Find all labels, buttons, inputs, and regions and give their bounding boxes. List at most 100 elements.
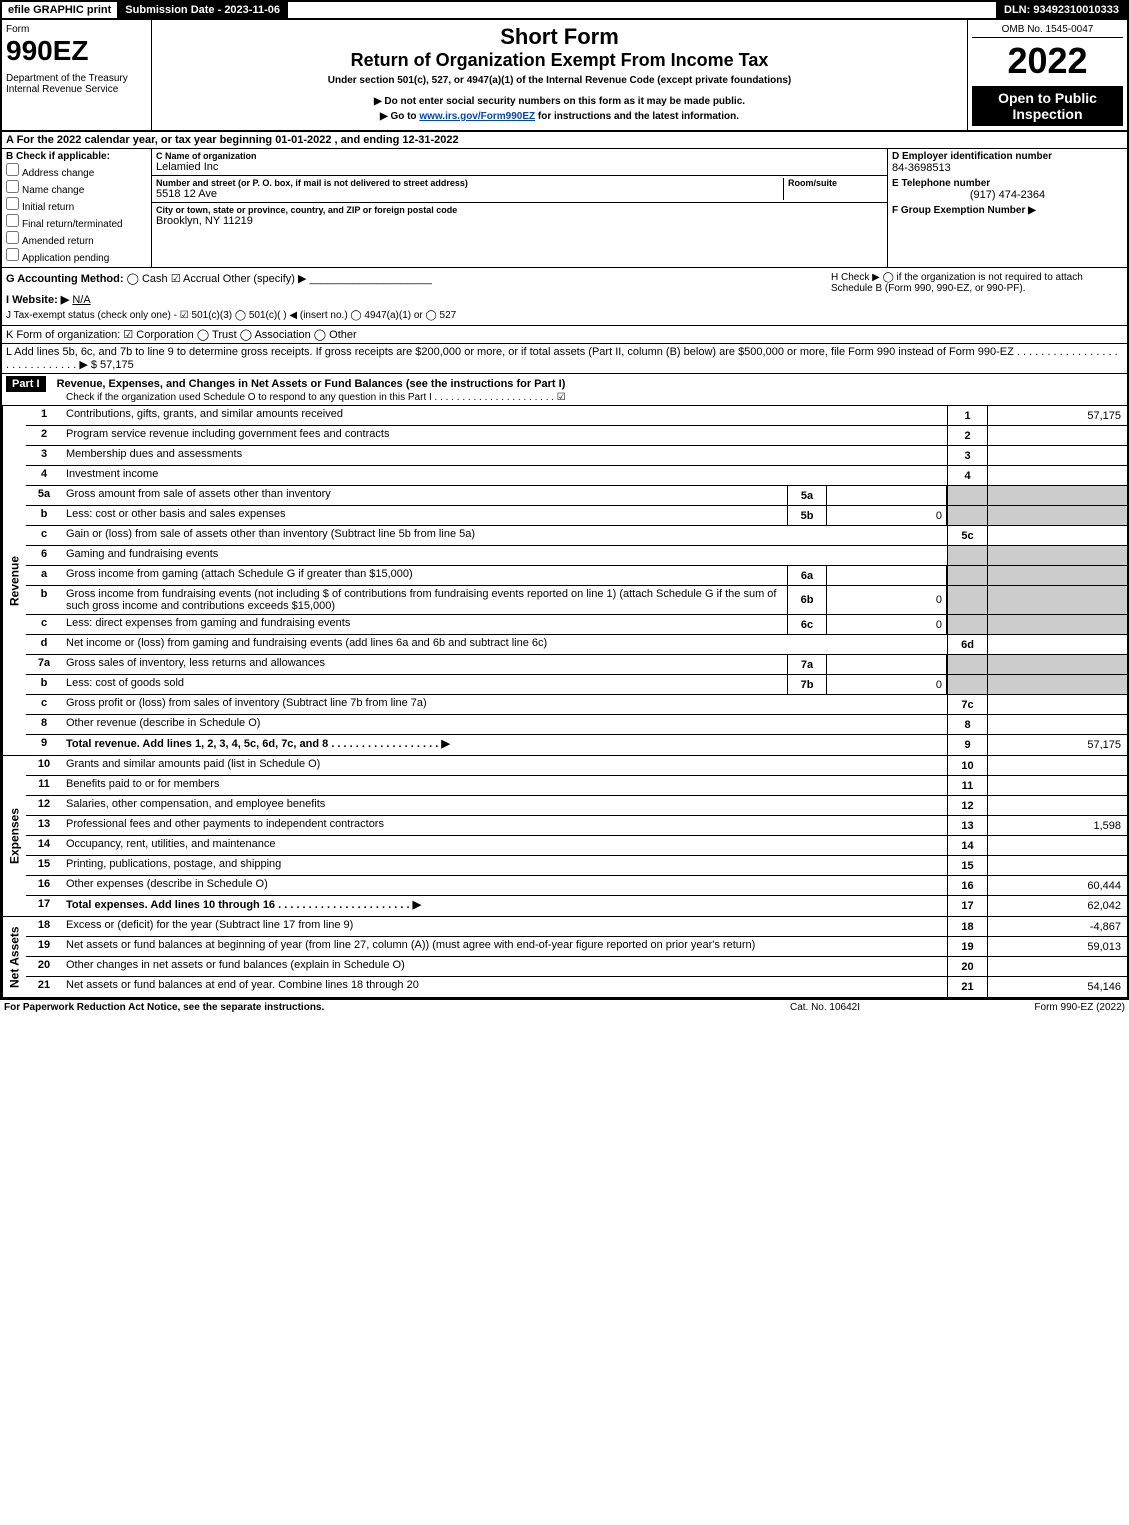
line-rt-num: 16	[947, 876, 987, 895]
line-desc: Salaries, other compensation, and employ…	[62, 796, 947, 815]
line-rt-val	[987, 466, 1127, 485]
topbar-spacer	[288, 2, 996, 18]
line-desc: Net income or (loss) from gaming and fun…	[62, 635, 947, 654]
shaded-cell	[947, 655, 987, 674]
line-rt-num: 10	[947, 756, 987, 775]
org-name-box: C Name of organization Lelamied Inc	[152, 149, 887, 176]
chk-final-return[interactable]: Final return/terminated	[6, 214, 147, 230]
line-rt-val	[987, 695, 1127, 714]
org-name: Lelamied Inc	[156, 161, 883, 173]
box-b-title: B Check if applicable:	[6, 151, 147, 162]
sub-box: 7b	[787, 675, 827, 694]
shaded-cell	[947, 675, 987, 694]
shaded-cell	[987, 586, 1127, 614]
netassets-side-label: Net Assets	[2, 917, 26, 997]
line-num: 11	[26, 776, 62, 795]
part1-header: Part I Revenue, Expenses, and Changes in…	[0, 374, 1129, 406]
part1-check-o: Check if the organization used Schedule …	[66, 392, 1123, 403]
line-desc: Less: cost or other basis and sales expe…	[62, 506, 787, 525]
line-desc: Occupancy, rent, utilities, and maintena…	[62, 836, 947, 855]
line-rt-val	[987, 856, 1127, 875]
g-label: G Accounting Method:	[6, 273, 124, 285]
shaded-cell	[987, 675, 1127, 694]
line-rt-num: 6d	[947, 635, 987, 654]
other-option[interactable]: Other (specify) ▶ ____________________	[223, 273, 432, 285]
line-num: 20	[26, 957, 62, 976]
line-rt-val	[987, 446, 1127, 465]
line-rt-num: 15	[947, 856, 987, 875]
sub-val: 0	[827, 506, 947, 525]
form-number: 990EZ	[6, 35, 147, 67]
line-desc: Program service revenue including govern…	[62, 426, 947, 445]
line-rt-num: 4	[947, 466, 987, 485]
section-j: J Tax-exempt status (check only one) - ☑…	[6, 310, 823, 321]
under-section: Under section 501(c), 527, or 4947(a)(1)…	[156, 75, 963, 86]
line-rt-val	[987, 526, 1127, 545]
section-k: K Form of organization: ☑ Corporation ◯ …	[0, 326, 1129, 344]
box-c: C Name of organization Lelamied Inc Numb…	[152, 149, 887, 267]
line-desc: Other expenses (describe in Schedule O)	[62, 876, 947, 895]
line-num: 7a	[26, 655, 62, 674]
return-title: Return of Organization Exempt From Incom…	[156, 50, 963, 71]
line-desc: Less: direct expenses from gaming and fu…	[62, 615, 787, 634]
line-desc: Printing, publications, postage, and shi…	[62, 856, 947, 875]
efile-label[interactable]: efile GRAPHIC print	[2, 2, 117, 18]
line-rt-num: 18	[947, 917, 987, 936]
line-desc: Gross sales of inventory, less returns a…	[62, 655, 787, 674]
line-num: c	[26, 615, 62, 634]
goto-tail: for instructions and the latest informat…	[535, 111, 739, 122]
room-label: Room/suite	[788, 178, 883, 188]
box-b: B Check if applicable: Address change Na…	[2, 149, 152, 267]
footer-mid: Cat. No. 10642I	[725, 1002, 925, 1013]
line-rt-num: 20	[947, 957, 987, 976]
city-box: City or town, state or province, country…	[152, 203, 887, 229]
line-desc: Gain or (loss) from sale of assets other…	[62, 526, 947, 545]
chk-initial-return[interactable]: Initial return	[6, 197, 147, 213]
submission-date: Submission Date - 2023-11-06	[117, 2, 288, 18]
street-value: 5518 12 Ave	[156, 188, 783, 200]
shaded-cell	[947, 586, 987, 614]
cash-option[interactable]: ◯ Cash	[127, 273, 168, 285]
chk-label-text: Final return/terminated	[22, 219, 123, 230]
page-footer: For Paperwork Reduction Act Notice, see …	[0, 999, 1129, 1015]
line-rt-num: 14	[947, 836, 987, 855]
line-num: 14	[26, 836, 62, 855]
shaded-cell	[947, 506, 987, 525]
line-desc: Professional fees and other payments to …	[62, 816, 947, 835]
line-num: d	[26, 635, 62, 654]
line-desc: Less: cost of goods sold	[62, 675, 787, 694]
irs-link[interactable]: www.irs.gov/Form990EZ	[419, 111, 535, 122]
line-num: a	[26, 566, 62, 585]
line-rt-val	[987, 635, 1127, 654]
shaded-cell	[947, 546, 987, 565]
line-rt-num: 5c	[947, 526, 987, 545]
chk-amended-return[interactable]: Amended return	[6, 231, 147, 247]
line-num: 8	[26, 715, 62, 734]
line-desc: Gross income from gaming (attach Schedul…	[62, 566, 787, 585]
line-rt-num: 21	[947, 977, 987, 997]
line-rt-val: -4,867	[987, 917, 1127, 936]
line-num: 19	[26, 937, 62, 956]
line-rt-val	[987, 756, 1127, 775]
section-l-text: L Add lines 5b, 6c, and 7b to line 9 to …	[6, 346, 1118, 371]
chk-address-change[interactable]: Address change	[6, 163, 147, 179]
line-num: 21	[26, 977, 62, 997]
chk-application-pending[interactable]: Application pending	[6, 248, 147, 264]
line-rt-num: 13	[947, 816, 987, 835]
header-right: OMB No. 1545-0047 2022 Open to Public In…	[967, 20, 1127, 130]
sub-box: 6b	[787, 586, 827, 614]
website-row: I Website: ▶ N/A	[6, 293, 823, 306]
line-desc: Contributions, gifts, grants, and simila…	[62, 406, 947, 425]
accounting-method: G Accounting Method: ◯ Cash ☑ Accrual Ot…	[6, 272, 823, 285]
sub-val: 0	[827, 675, 947, 694]
tel-label: E Telephone number	[892, 178, 1123, 189]
line-desc: Net assets or fund balances at beginning…	[62, 937, 947, 956]
chk-label-text: Initial return	[22, 202, 74, 213]
goto-note: ▶ Go to www.irs.gov/Form990EZ for instru…	[156, 111, 963, 122]
line-rt-val	[987, 836, 1127, 855]
chk-name-change[interactable]: Name change	[6, 180, 147, 196]
revenue-side-label: Revenue	[2, 406, 26, 755]
accrual-option[interactable]: ☑ Accrual	[171, 273, 220, 285]
street-box: Number and street (or P. O. box, if mail…	[152, 176, 887, 203]
line-num: 12	[26, 796, 62, 815]
